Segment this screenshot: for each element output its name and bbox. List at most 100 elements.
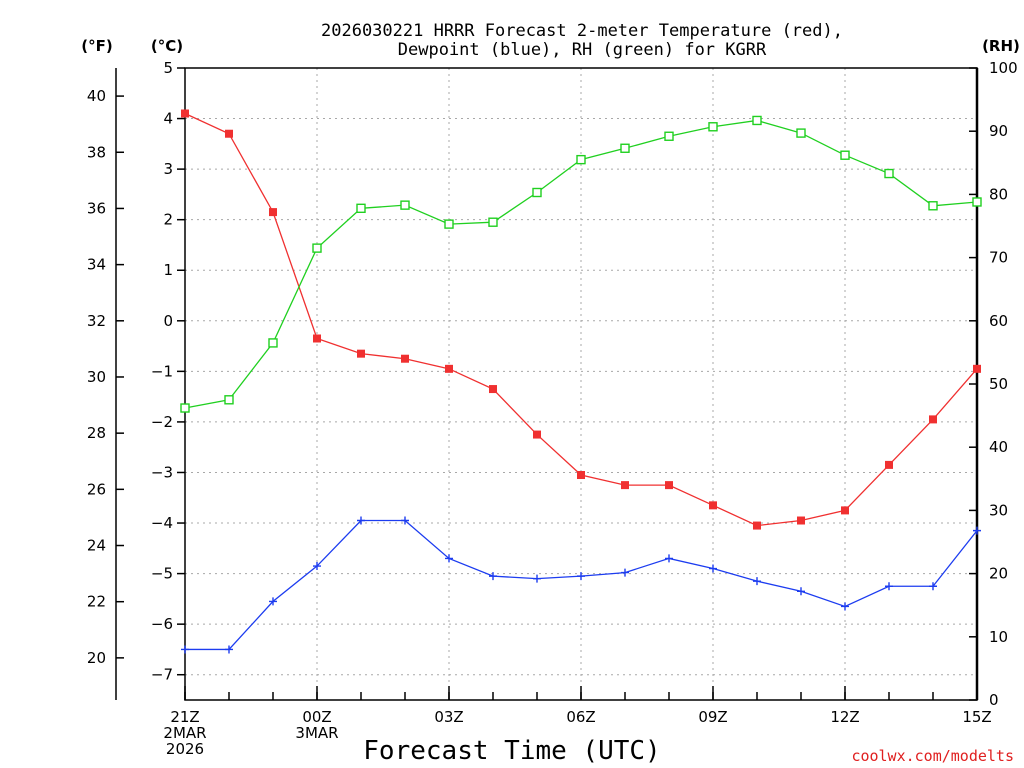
celsius-tick-label: 2 xyxy=(163,211,173,229)
series-temperature xyxy=(181,109,981,530)
fahrenheit-tick-label: 26 xyxy=(87,480,106,498)
dewpoint-point xyxy=(929,582,937,591)
relative-humidity-point xyxy=(312,243,322,253)
series-dewpoint xyxy=(181,516,981,654)
time-tick-label: 2MAR xyxy=(163,724,206,742)
dewpoint-point xyxy=(225,645,233,654)
relative-humidity-point xyxy=(576,154,586,165)
time-tick-label: 03Z xyxy=(434,708,463,726)
relative-humidity-point xyxy=(884,168,894,179)
relative-humidity-point xyxy=(180,403,190,413)
dewpoint-point xyxy=(709,564,717,573)
fahrenheit-tick-label: 32 xyxy=(87,312,106,330)
celsius-ticks: 5 4 3 2 1 0 −1 −2 −3 −4 −5 −6 −7 xyxy=(151,59,185,684)
dewpoint-point xyxy=(753,577,761,586)
fahrenheit-tick-label: 30 xyxy=(87,368,106,386)
fahrenheit-tick-label: 38 xyxy=(87,143,106,161)
temperature-point xyxy=(401,354,409,363)
dewpoint-point xyxy=(269,597,277,606)
temperature-point xyxy=(357,349,365,358)
celsius-tick-label: −1 xyxy=(151,362,173,380)
dewpoint-point xyxy=(885,582,893,591)
dewpoint-point xyxy=(577,572,585,581)
relative-humidity-point xyxy=(532,187,542,198)
temperature-point xyxy=(621,481,629,490)
relative-humidity-point xyxy=(488,217,498,227)
temperature-point xyxy=(489,385,497,394)
celsius-tick-label: 5 xyxy=(163,59,173,77)
celsius-tick-label: −6 xyxy=(151,615,173,633)
relative-humidity-point xyxy=(444,219,454,229)
fahrenheit-ticks: 40 38 36 34 32 30 28 26 24 22 20 xyxy=(87,87,124,667)
celsius-axis-label: (°C) xyxy=(151,37,183,55)
celsius-tick-label: 3 xyxy=(163,160,173,178)
time-tick-label: 00Z xyxy=(302,708,331,726)
dewpoint-point xyxy=(401,516,409,525)
rh-tick-label: 10 xyxy=(989,628,1008,646)
temperature-point xyxy=(709,501,717,510)
series-relative-humidity xyxy=(180,115,982,413)
dewpoint-point xyxy=(533,574,541,583)
rh-tick-label: 30 xyxy=(989,501,1008,519)
time-tick-label: 3MAR xyxy=(295,724,338,742)
relative-humidity-point xyxy=(400,200,410,210)
time-tick-label: 09Z xyxy=(698,708,727,726)
fahrenheit-axis-label: (°F) xyxy=(81,37,112,55)
temperature-point xyxy=(533,430,541,439)
time-tick-label: 21Z xyxy=(170,708,199,726)
fahrenheit-tick-label: 20 xyxy=(87,649,106,667)
relative-humidity-point xyxy=(224,395,234,405)
dewpoint-point xyxy=(489,572,497,581)
temperature-point xyxy=(665,481,673,490)
rh-tick-label: 20 xyxy=(989,565,1008,583)
relative-humidity-point xyxy=(796,128,806,138)
relative-humidity-point xyxy=(664,131,674,141)
time-tick-label: 12Z xyxy=(830,708,859,726)
dewpoint-point xyxy=(665,554,673,563)
rh-axis-label: (RH) xyxy=(982,37,1020,55)
rh-tick-label: 0 xyxy=(989,691,999,709)
celsius-tick-label: −7 xyxy=(151,666,173,684)
chart-title-line1: 2026030221 HRRR Forecast 2-meter Tempera… xyxy=(321,21,843,41)
temperature-point xyxy=(885,460,893,469)
dewpoint-point xyxy=(797,587,805,596)
x-axis-title: Forecast Time (UTC) xyxy=(363,736,660,766)
temperature-point xyxy=(577,471,585,480)
temperature-point xyxy=(929,415,937,424)
series-layer xyxy=(180,109,982,654)
temperature-point xyxy=(973,364,981,373)
credit-link[interactable]: coolwx.com/modelts xyxy=(851,747,1014,765)
time-tick-label: 15Z xyxy=(962,708,991,726)
relative-humidity-point xyxy=(752,115,762,126)
relative-humidity-point xyxy=(928,201,938,211)
relative-humidity-point xyxy=(620,143,630,153)
chart-title-line2: Dewpoint (blue), RH (green) for KGRR xyxy=(398,40,767,60)
celsius-tick-label: 1 xyxy=(163,261,173,279)
celsius-tick-label: −4 xyxy=(151,514,173,532)
time-tick-label: 06Z xyxy=(566,708,595,726)
fahrenheit-tick-label: 40 xyxy=(87,87,106,105)
dewpoint-point xyxy=(973,526,981,535)
temperature-point xyxy=(841,506,849,515)
rh-tick-label: 50 xyxy=(989,375,1008,393)
rh-tick-label: 60 xyxy=(989,312,1008,330)
rh-tick-label: 70 xyxy=(989,249,1008,267)
relative-humidity-point xyxy=(972,197,982,207)
temperature-point xyxy=(269,208,277,217)
gridlines xyxy=(185,68,977,700)
dewpoint-point xyxy=(357,516,365,525)
fahrenheit-tick-label: 22 xyxy=(87,593,106,611)
celsius-tick-label: −3 xyxy=(151,463,173,481)
celsius-tick-label: −2 xyxy=(151,413,173,431)
relative-humidity-point xyxy=(356,203,366,214)
dewpoint-point xyxy=(313,562,321,571)
celsius-tick-label: 0 xyxy=(163,312,173,330)
temperature-point xyxy=(753,521,761,530)
dewpoint-point xyxy=(621,568,629,577)
temperature-point xyxy=(313,334,321,343)
rh-tick-label: 90 xyxy=(989,122,1008,140)
